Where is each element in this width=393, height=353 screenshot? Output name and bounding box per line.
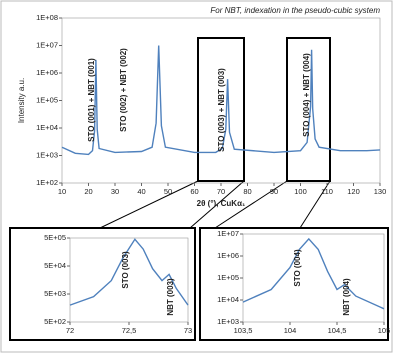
x-tick-label: 80 <box>243 187 251 196</box>
peak-label: STO (003) <box>121 251 130 289</box>
x-tick-label: 103,5 <box>234 326 253 335</box>
y-tick-label: 1E+06 <box>36 68 58 77</box>
y-tick-label: 5E+04 <box>44 261 66 270</box>
peak-label: STO (001) + NBT (001) <box>87 58 96 142</box>
peak-label: STO (003) + NBT (003) <box>217 68 226 152</box>
x-tick-label: 90 <box>270 187 278 196</box>
x-tick-label: 10 <box>58 187 66 196</box>
data-line <box>242 237 385 310</box>
x-tick-label: 120 <box>347 187 360 196</box>
data-line <box>61 45 381 156</box>
y-tick-label: 1E+03 <box>36 150 58 159</box>
zoom-box <box>197 37 245 182</box>
zoom-connector <box>99 180 199 229</box>
x-tick-label: 73 <box>184 326 192 335</box>
peak-label: NBT (003) <box>166 278 175 316</box>
zoom-box <box>286 37 331 182</box>
y-tick-label: 5E+03 <box>44 289 66 298</box>
peak-label: STO (002) + NBT (002) <box>119 48 128 132</box>
y-tick-label: 1E+08 <box>36 13 58 22</box>
peak-label: STO (004) + NBT (004) <box>302 53 311 137</box>
x-tick-label: 40 <box>137 187 145 196</box>
x-tick-label: 30 <box>111 187 119 196</box>
zoom-connector <box>299 180 331 229</box>
y-axis-label: Intensity a.u. <box>17 78 26 123</box>
peak-label: NBT (004) <box>342 278 351 316</box>
inset-frame <box>199 227 389 341</box>
y-tick-label: 1E+07 <box>36 40 58 49</box>
x-tick-label: 72,5 <box>122 326 137 335</box>
x-tick-label: 72 <box>66 326 74 335</box>
x-tick-label: 130 <box>374 187 387 196</box>
y-tick-label: 1E+06 <box>217 251 239 260</box>
y-tick-label: 1E+05 <box>36 95 58 104</box>
x-tick-label: 104,5 <box>328 326 347 335</box>
x-tick-label: 50 <box>164 187 172 196</box>
data-line <box>69 238 189 306</box>
x-tick-label: 70 <box>217 187 225 196</box>
y-tick-label: 1E+07 <box>217 229 239 238</box>
y-tick-label: 5E+05 <box>44 233 66 242</box>
x-tick-label: 20 <box>84 187 92 196</box>
y-tick-label: 1E+05 <box>217 273 239 282</box>
zoom-connector <box>189 180 245 229</box>
zoom-connector <box>214 180 288 229</box>
y-tick-label: 1E+04 <box>217 295 239 304</box>
x-tick-label: 105 <box>378 326 391 335</box>
annotation: For NBT, indexation in the pseudo-cubic … <box>210 6 380 15</box>
y-tick-label: 1E+04 <box>36 123 58 132</box>
y-tick-label: 1E+02 <box>36 178 58 187</box>
y-tick-label: 5E+02 <box>44 317 66 326</box>
y-tick-label: 1E+03 <box>217 317 239 326</box>
x-tick-label: 60 <box>190 187 198 196</box>
x-tick-label: 104 <box>284 326 297 335</box>
x-axis-label: 2θ (°), CuKα₁ <box>197 199 246 208</box>
x-tick-label: 100 <box>294 187 307 196</box>
x-tick-label: 110 <box>321 187 333 196</box>
peak-label: STO (004) <box>293 249 302 287</box>
inset-frame <box>9 227 196 341</box>
